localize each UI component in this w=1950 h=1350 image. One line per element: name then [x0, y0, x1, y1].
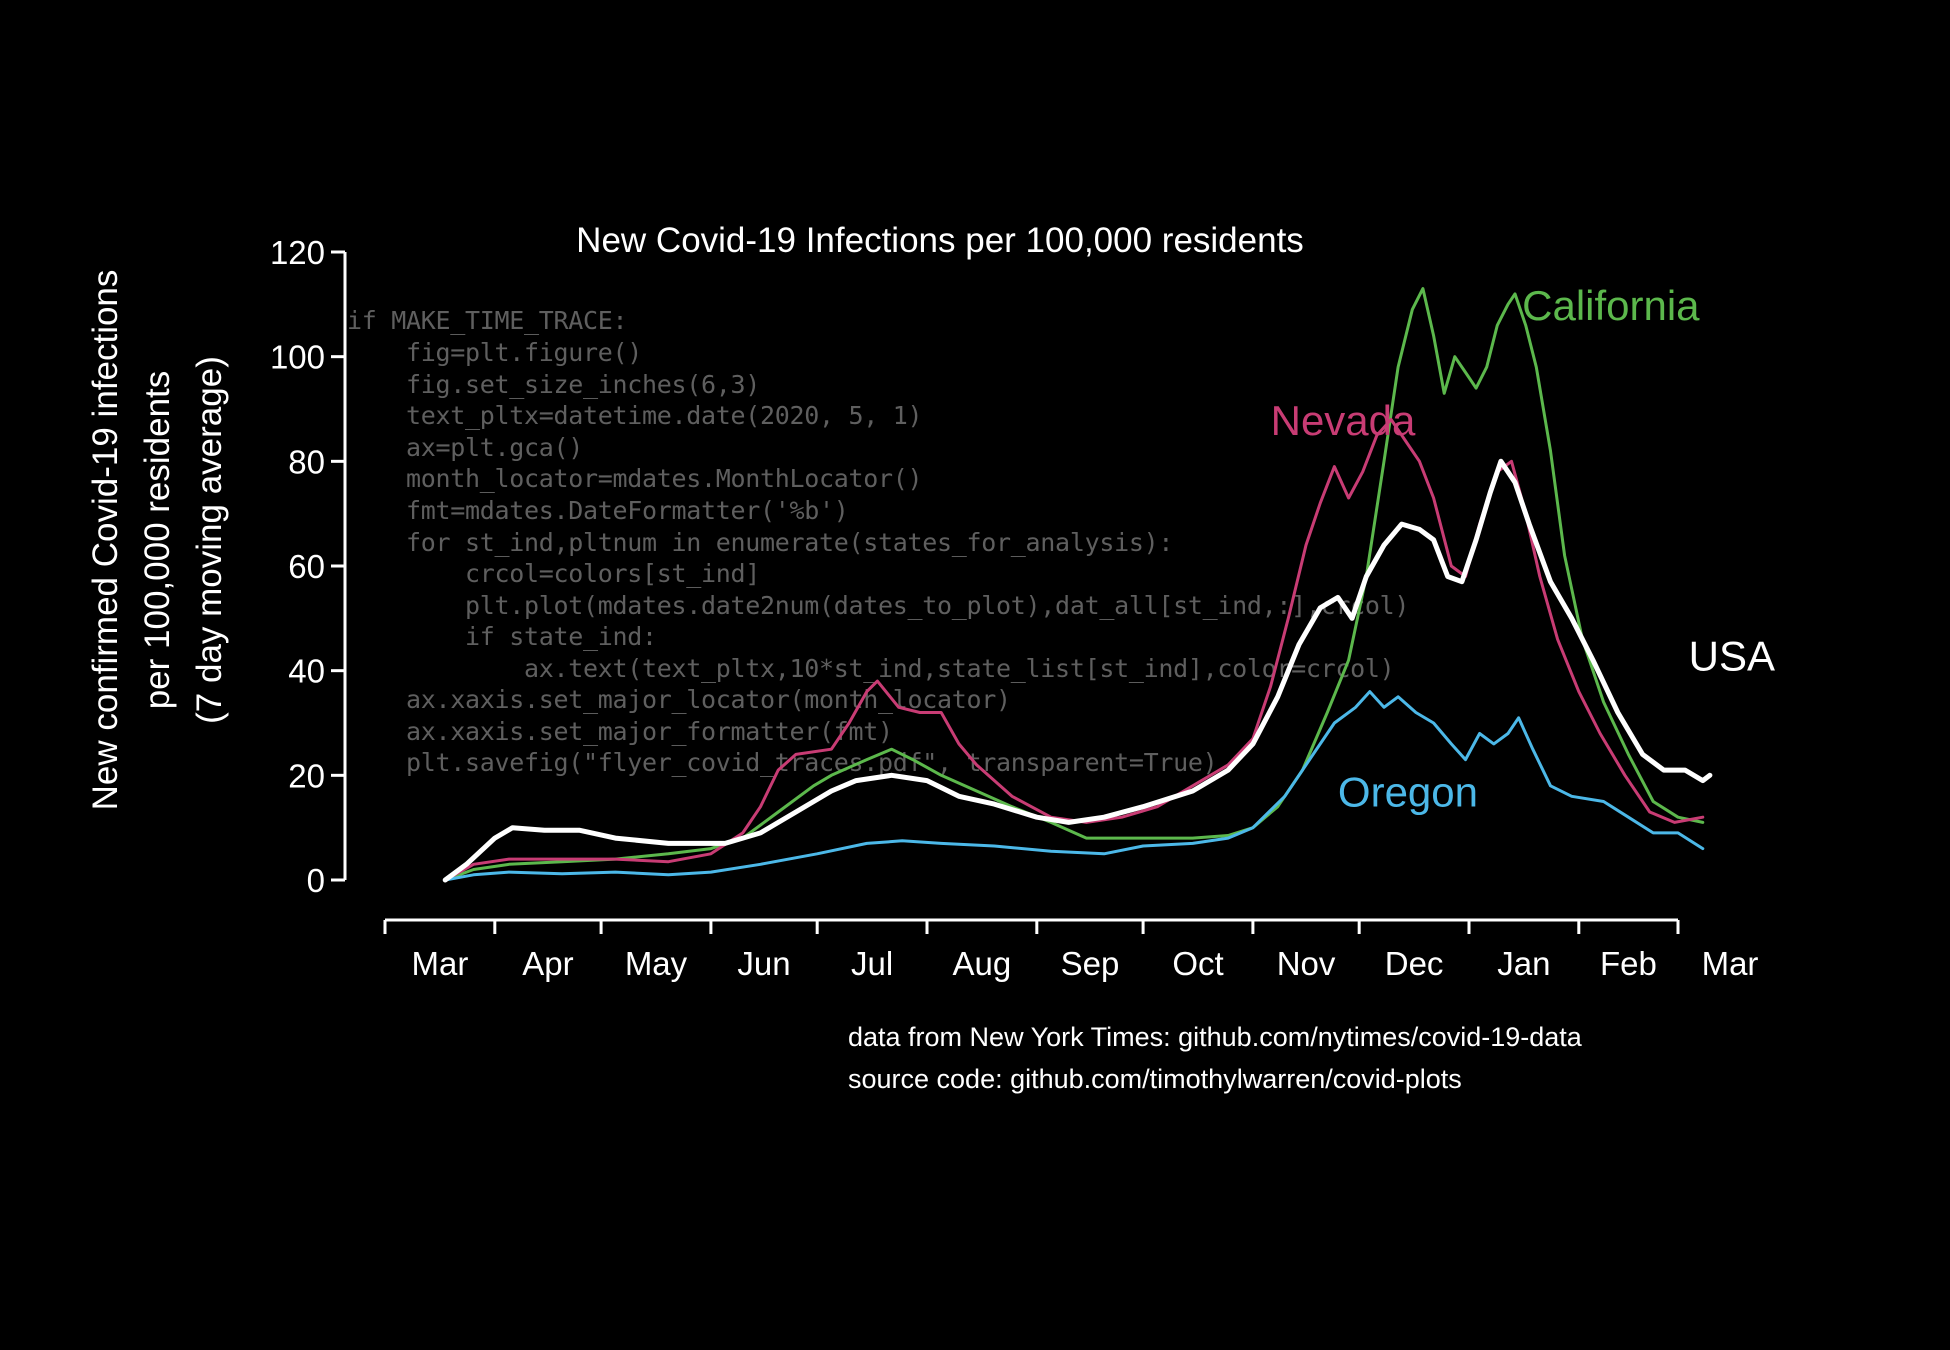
series-line-usa — [442, 458, 1713, 883]
code-line: crcol=colors[st_ind] — [347, 559, 761, 588]
series-line-oregon — [443, 690, 1705, 882]
x-tick-label: Nov — [1277, 945, 1336, 982]
y-tick-label: 60 — [288, 548, 325, 585]
code-line: if state_ind: — [347, 622, 657, 651]
y-tick-label: 80 — [288, 443, 325, 480]
code-line: ax=plt.gca() — [347, 433, 584, 462]
chart-title: New Covid-19 Infections per 100,000 resi… — [576, 221, 1304, 260]
code-line: fig=plt.figure() — [347, 338, 643, 367]
x-tick-label: Oct — [1172, 945, 1223, 982]
y-tick-label: 120 — [270, 234, 325, 271]
code-line: if MAKE_TIME_TRACE: — [347, 306, 628, 335]
x-tick-label: Apr — [522, 945, 573, 982]
x-tick-label: Jan — [1497, 945, 1550, 982]
x-tick-label: Mar — [411, 945, 468, 982]
axes: 0 20 40 60 80 100 120 Mar Apr May Jun Jul Aug Sep Oct N… — [270, 234, 1758, 982]
data-credit: data from New York Times: github.com/nyt… — [848, 1022, 1582, 1052]
y-tick-label: 40 — [288, 653, 325, 690]
source-credit: source code: github.com/timothylwarren/c… — [848, 1064, 1462, 1094]
y-axis-label: New confirmed Covid-19 infections per 10… — [86, 270, 229, 811]
code-line: month_locator=mdates.MonthLocator() — [347, 464, 923, 493]
x-tick-label: Aug — [953, 945, 1012, 982]
code-line: ax.text(text_pltx,10*st_ind,state_list[s… — [347, 654, 1395, 683]
y-tick-label: 20 — [288, 757, 325, 794]
series-label-nevada: Nevada — [1271, 397, 1416, 444]
series-label-oregon: Oregon — [1338, 769, 1478, 816]
code-line: ax.xaxis.set_major_formatter(fmt) — [347, 717, 893, 746]
code-line: fmt=mdates.DateFormatter('%b') — [347, 496, 849, 525]
y-tick-label: 100 — [270, 339, 325, 376]
code-line: fig.set_size_inches(6,3) — [347, 370, 761, 399]
x-tick-label: May — [625, 945, 688, 982]
code-line: text_pltx=datetime.date(2020, 5, 1) — [347, 401, 923, 430]
series-line-nevada — [443, 418, 1705, 882]
y-axis-label-line: per 100,000 residents — [138, 371, 177, 710]
series-label-usa: USA — [1689, 633, 1775, 680]
x-tick-label: Jun — [737, 945, 790, 982]
series-line-california — [443, 287, 1705, 882]
code-line: for st_ind,pltnum in enumerate(states_fo… — [347, 528, 1174, 557]
x-tick-label: Mar — [1702, 945, 1759, 982]
x-tick-label: Sep — [1061, 945, 1120, 982]
y-tick-label: 0 — [307, 862, 325, 899]
code-line: plt.plot(mdates.date2num(dates_to_plot),… — [347, 591, 1410, 620]
x-tick-label: Dec — [1385, 945, 1444, 982]
series-label-california: California — [1522, 282, 1700, 329]
y-axis-label-line: New confirmed Covid-19 infections — [86, 270, 125, 811]
series-lines — [442, 287, 1713, 883]
series-labels: California Nevada USA Oregon — [1271, 282, 1775, 816]
x-tick-label: Jul — [851, 945, 893, 982]
y-axis-label-line: (7 day moving average) — [190, 356, 229, 724]
x-tick-label: Feb — [1600, 945, 1657, 982]
